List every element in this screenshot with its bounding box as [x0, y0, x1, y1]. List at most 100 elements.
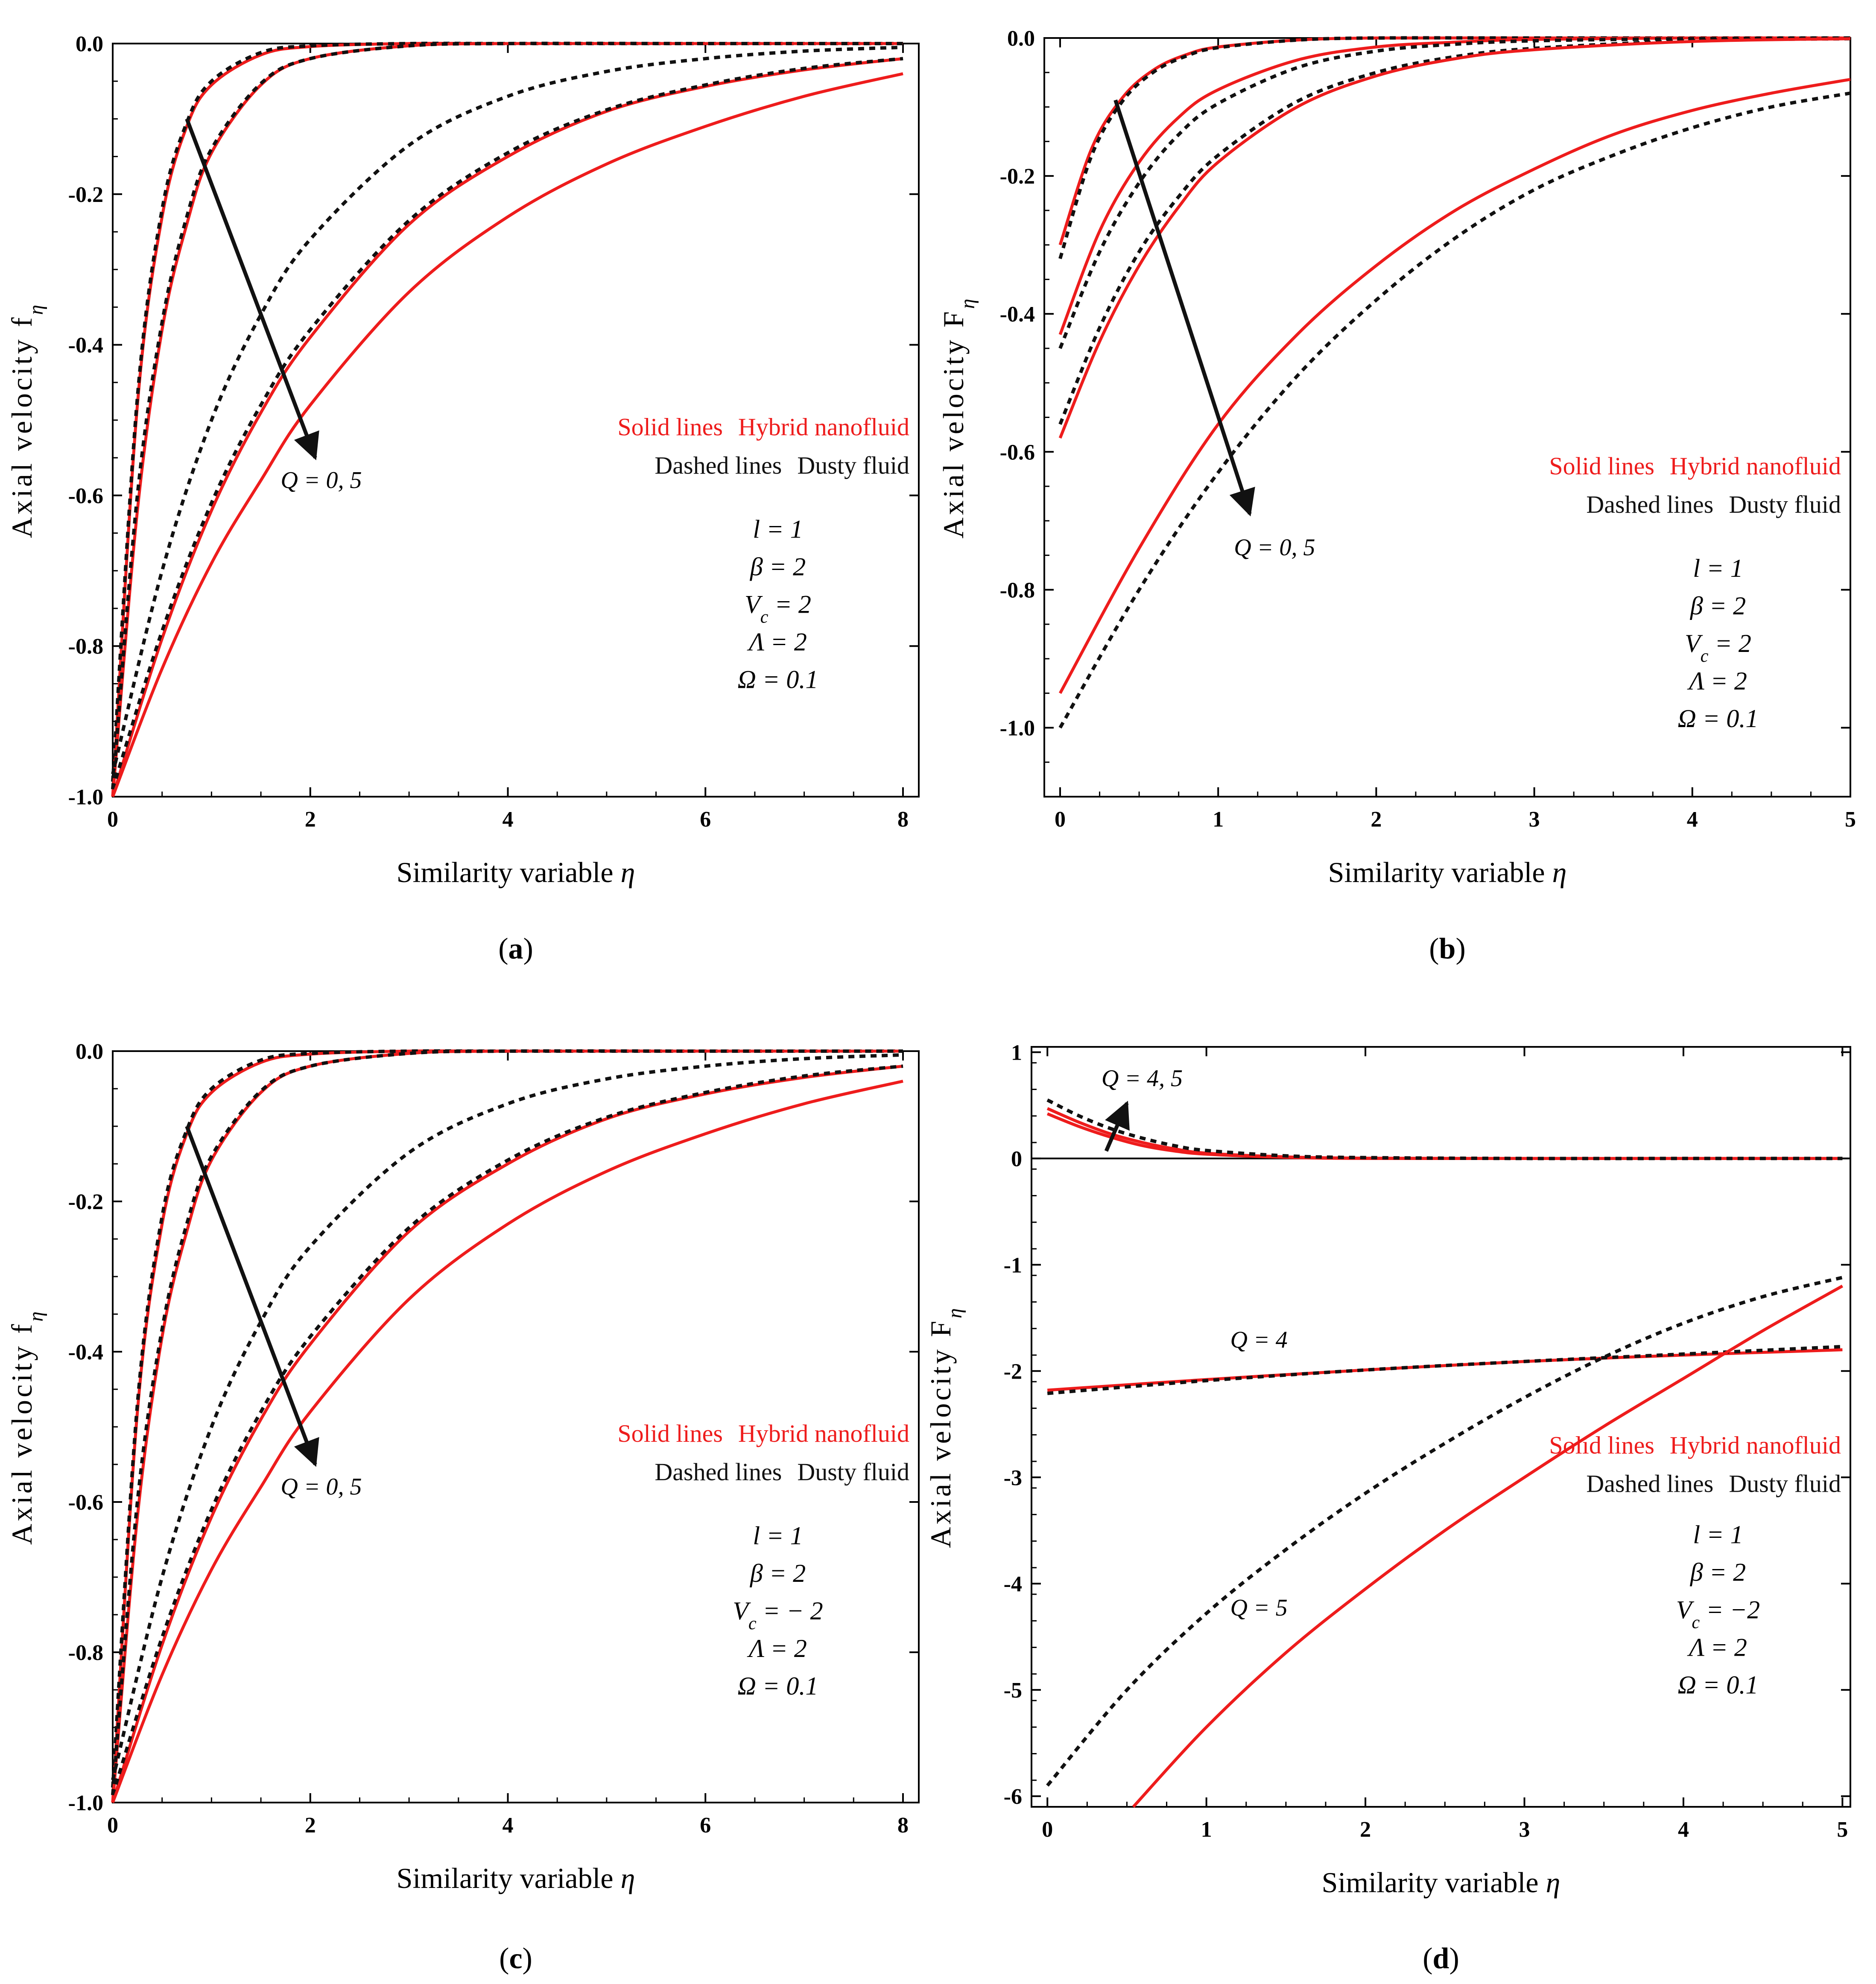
- x-tick-label: 5: [1845, 807, 1856, 832]
- hybrid-nanofluid-line-5: [1058, 37, 1851, 439]
- x-axis-label: Similarity variable η: [397, 856, 635, 888]
- legend-solid-name: Hybrid nanofluid: [738, 1420, 909, 1447]
- legend-solid: Solid lines Hybrid nanofluid: [617, 1420, 909, 1447]
- y-tick-label: 0.0: [1007, 26, 1035, 51]
- legend-solid-label: Solid lines: [1549, 452, 1654, 480]
- trend-arrow: [185, 1125, 319, 1467]
- y-tick-label: -0.8: [1000, 578, 1035, 602]
- legend-dashed: Dashed lines Dusty fluid: [655, 451, 909, 479]
- legend-solid: Solid lines Hybrid nanofluid: [1549, 452, 1841, 480]
- hybrid-nanofluid-line-0: [1046, 1112, 1843, 1160]
- param-label: Ω = 0.1: [1678, 1671, 1759, 1699]
- legend-dashed: Dashed lines Dusty fluid: [1586, 1470, 1841, 1497]
- annotation-label: Q = 0, 5: [281, 1473, 362, 1500]
- y-tick-label: -1.0: [68, 785, 103, 809]
- param-label: Vc = 2: [745, 590, 811, 627]
- y-tick-label: -1.0: [1000, 716, 1035, 740]
- y-tick-label: -0.2: [1000, 164, 1035, 189]
- x-axis-label: Similarity variable η: [397, 1862, 635, 1894]
- dusty-fluid-line-4: [1058, 37, 1851, 425]
- y-tick-label: -0.4: [68, 333, 103, 358]
- chart-panel-b: 0 1 2 3 4 5 0.0 -0.2 -0.4 -0.6 -0.8 -1.0 Q = 0, 5 Sol…: [937, 26, 1856, 965]
- dusty-fluid-line-6: [111, 1064, 903, 1796]
- hybrid-nanofluid-line-0: [1058, 36, 1850, 245]
- y-tick-label: -0.4: [1000, 302, 1035, 327]
- y-tick-label: -0.8: [68, 634, 103, 659]
- x-tick-label: 4: [502, 1813, 513, 1838]
- param-label: Λ = 2: [1687, 1633, 1747, 1661]
- x-axis-label: Similarity variable η: [1328, 856, 1567, 888]
- dusty-fluid-line-6: [111, 57, 903, 790]
- param-label: l = 1: [753, 1522, 803, 1550]
- x-tick-label: 4: [1687, 807, 1698, 832]
- x-tick-label: 3: [1519, 1817, 1530, 1842]
- dusty-fluid-line-1: [1058, 36, 1850, 260]
- legend-solid-name: Hybrid nanofluid: [738, 413, 909, 441]
- legend-dashed-label: Dashed lines: [1586, 491, 1713, 518]
- dusty-fluid-line-1: [111, 1049, 903, 1788]
- legend-solid-name: Hybrid nanofluid: [1670, 452, 1841, 480]
- hybrid-nanofluid-line-7: [111, 72, 903, 798]
- param-label: Λ = 2: [747, 1634, 807, 1663]
- x-axis-label: Similarity variable η: [1322, 1866, 1560, 1899]
- legend-solid: Solid lines Hybrid nanofluid: [1549, 1431, 1841, 1459]
- param-label: Ω = 0.1: [738, 1672, 818, 1700]
- y-tick-label: -0.6: [1000, 440, 1035, 465]
- param-label: l = 1: [1693, 1520, 1743, 1549]
- x-tick-label: 1: [1213, 807, 1224, 832]
- legend-dashed-label: Dashed lines: [655, 1458, 782, 1486]
- panel-caption-letter: a: [508, 932, 523, 965]
- legend-solid-name: Hybrid nanofluid: [1670, 1431, 1841, 1459]
- y-tick-label: -0.8: [68, 1641, 103, 1665]
- x-tick-label: 6: [700, 1813, 711, 1838]
- panel-caption-letter: c: [509, 1942, 522, 1975]
- param-label: Ω = 0.1: [738, 665, 818, 693]
- legend-dashed-name: Dusty fluid: [797, 451, 909, 479]
- y-tick-label: -1: [1004, 1253, 1022, 1277]
- y-tick-label: 0: [1011, 1147, 1022, 1171]
- param-label: Vc = −2: [1676, 1595, 1760, 1632]
- hybrid-nanofluid-line-7: [111, 1079, 903, 1803]
- dusty-fluid-line-2: [1046, 1098, 1843, 1160]
- dusty-fluid-line-1: [111, 41, 903, 782]
- dusty-fluid-line-3: [1058, 36, 1851, 349]
- legend-dashed-name: Dusty fluid: [1729, 491, 1841, 518]
- hybrid-nanofluid-line-6: [1058, 78, 1851, 694]
- x-tick-label: 0: [1042, 1817, 1053, 1842]
- legend-dashed: Dashed lines Dusty fluid: [1586, 491, 1841, 518]
- x-tick-label: 2: [305, 1813, 316, 1838]
- x-tick-label: 0: [107, 807, 118, 832]
- panel-caption-letter: d: [1433, 1942, 1449, 1975]
- x-tick-label: 5: [1837, 1817, 1848, 1842]
- trend-arrow: [1113, 99, 1255, 517]
- chart-panel-c: 0 2 4 6 8 0.0 -0.2 -0.4 -0.6 -0.8 -1.0 Q = 0, 5 Soli…: [6, 1040, 920, 1975]
- x-tick-label: 2: [1360, 1817, 1371, 1842]
- panel-caption: (a): [498, 932, 533, 965]
- x-tick-label: 8: [897, 807, 909, 832]
- chart-panel-a: 0 2 4 6 8 0.0 -0.2 -0.4 -0.6 -0.8 -1.0 Q = 0, 5 Soli…: [6, 32, 920, 965]
- x-tick-label: 6: [700, 807, 711, 832]
- y-axis-label: Axial velocity Fη: [924, 1306, 966, 1548]
- param-label: β = 2: [1690, 1558, 1746, 1586]
- y-tick-label: -6: [1004, 1785, 1022, 1809]
- dusty-fluid-line-5: [1046, 1276, 1843, 1787]
- trend-arrow: [185, 118, 319, 461]
- y-tick-label: -0.4: [68, 1340, 103, 1365]
- param-label: β = 2: [750, 1559, 806, 1587]
- y-tick-label: -3: [1004, 1466, 1022, 1490]
- x-tick-label: 2: [1370, 807, 1382, 832]
- panel-caption: (c): [499, 1942, 532, 1975]
- legend: Solid lines Hybrid nanofluid Dashed lines D…: [1549, 1431, 1841, 1699]
- y-tick-label: 0.0: [76, 1040, 103, 1064]
- annotation-label: Q = 0, 5: [281, 467, 362, 494]
- param-label: β = 2: [1690, 592, 1746, 620]
- chart-panel-d: 0 1 2 3 4 5 1 0 -1 -2 -3 -4 -5 -6 Q = 4, 5 Q = 4 Q = 5 So…: [924, 1040, 1851, 1975]
- y-tick-label: -0.6: [68, 484, 103, 508]
- y-tick-label: -0.2: [68, 183, 103, 207]
- legend-solid-label: Solid lines: [1549, 1431, 1654, 1459]
- param-label: Λ = 2: [1687, 667, 1747, 695]
- x-tick-label: 8: [897, 1813, 909, 1838]
- annotation-label: Q = 5: [1230, 1595, 1288, 1621]
